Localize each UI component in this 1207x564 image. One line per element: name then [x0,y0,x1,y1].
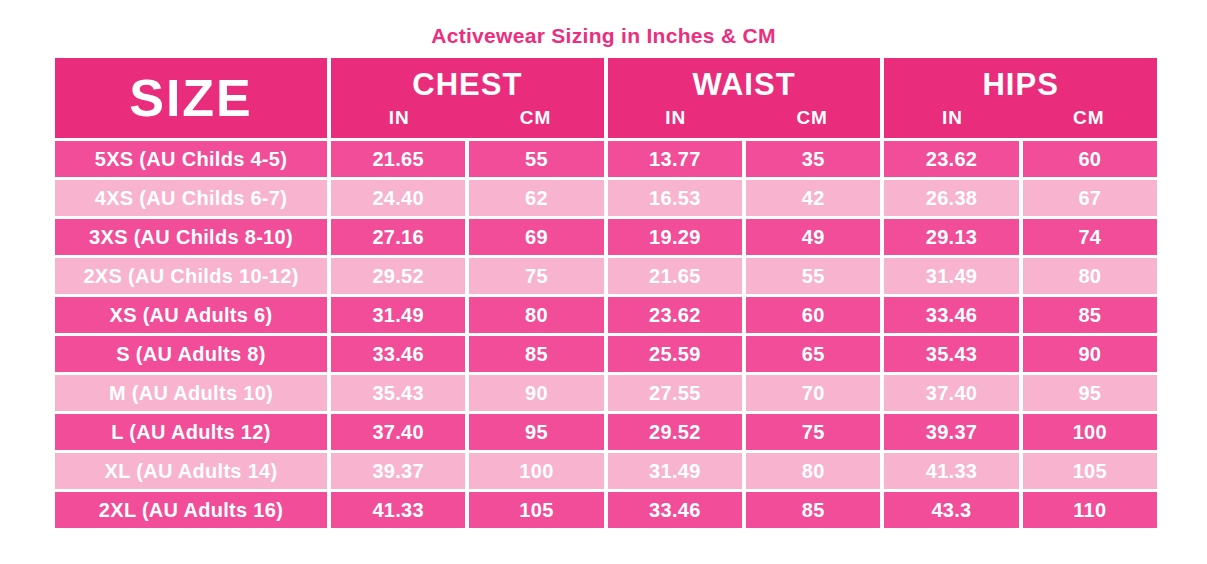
measurement-cell: 43.3 [884,492,1018,528]
size-table: SIZE CHEST IN CM WAIST IN CM HIPS IN CM … [55,58,1157,531]
table-row: M (AU Adults 10)35.439027.557037.4095 [55,375,1157,411]
size-column-header: SIZE [55,58,327,138]
measurement-cell: 16.53 [608,180,742,216]
measurement-cell: 95 [1023,375,1157,411]
measurement-cell: 62 [469,180,603,216]
measurement-cell: 39.37 [331,453,465,489]
measurement-cell: 74 [1023,219,1157,255]
size-cell: XL (AU Adults 14) [55,453,327,489]
measurement-cell: 31.49 [884,258,1018,294]
sizing-chart-page: Activewear Sizing in Inches & CM SIZE CH… [0,0,1207,564]
waist-label: WAIST [608,67,881,103]
table-row: 5XS (AU Childs 4-5)21.655513.773523.6260 [55,141,1157,177]
measurement-cell: 90 [1023,336,1157,372]
table-row: 3XS (AU Childs 8-10)27.166919.294929.137… [55,219,1157,255]
table-row: S (AU Adults 8)33.468525.596535.4390 [55,336,1157,372]
table-row: L (AU Adults 12)37.409529.527539.37100 [55,414,1157,450]
table-row: 4XS (AU Childs 6-7)24.406216.534226.3867 [55,180,1157,216]
table-rows: 5XS (AU Childs 4-5)21.655513.773523.6260… [55,141,1157,528]
measurement-cell: 33.46 [884,297,1018,333]
hips-in-label: IN [942,107,963,129]
size-cell: S (AU Adults 8) [55,336,327,372]
measurement-cell: 26.38 [884,180,1018,216]
measurement-cell: 100 [1023,414,1157,450]
measurement-cell: 27.16 [331,219,465,255]
measurement-cell: 19.29 [608,219,742,255]
size-cell: 3XS (AU Childs 8-10) [55,219,327,255]
measurement-cell: 105 [469,492,603,528]
size-cell: 2XL (AU Adults 16) [55,492,327,528]
waist-column-header: WAIST IN CM [608,58,881,138]
hips-cm-label: CM [1073,107,1105,129]
measurement-cell: 60 [746,297,880,333]
measurement-cell: 39.37 [884,414,1018,450]
measurement-cell: 85 [746,492,880,528]
measurement-cell: 75 [469,258,603,294]
measurement-cell: 35.43 [884,336,1018,372]
measurement-cell: 21.65 [608,258,742,294]
measurement-cell: 105 [1023,453,1157,489]
chest-column-header: CHEST IN CM [331,58,604,138]
measurement-cell: 55 [469,141,603,177]
measurement-cell: 41.33 [884,453,1018,489]
measurement-cell: 80 [1023,258,1157,294]
measurement-cell: 90 [469,375,603,411]
measurement-cell: 37.40 [884,375,1018,411]
table-row: XS (AU Adults 6)31.498023.626033.4685 [55,297,1157,333]
measurement-cell: 85 [469,336,603,372]
table-header: SIZE CHEST IN CM WAIST IN CM HIPS IN CM [55,58,1157,138]
measurement-cell: 23.62 [884,141,1018,177]
measurement-cell: 85 [1023,297,1157,333]
measurement-cell: 25.59 [608,336,742,372]
size-cell: 5XS (AU Childs 4-5) [55,141,327,177]
measurement-cell: 29.52 [608,414,742,450]
table-row: XL (AU Adults 14)39.3710031.498041.33105 [55,453,1157,489]
size-cell: M (AU Adults 10) [55,375,327,411]
page-title: Activewear Sizing in Inches & CM [0,24,1207,48]
measurement-cell: 100 [469,453,603,489]
size-cell: L (AU Adults 12) [55,414,327,450]
hips-label: HIPS [884,67,1157,103]
size-cell: 4XS (AU Childs 6-7) [55,180,327,216]
table-row: 2XL (AU Adults 16)41.3310533.468543.3110 [55,492,1157,528]
measurement-cell: 42 [746,180,880,216]
measurement-cell: 35 [746,141,880,177]
measurement-cell: 95 [469,414,603,450]
measurement-cell: 67 [1023,180,1157,216]
measurement-cell: 24.40 [331,180,465,216]
waist-cm-label: CM [796,107,828,129]
measurement-cell: 33.46 [331,336,465,372]
measurement-cell: 65 [746,336,880,372]
measurement-cell: 31.49 [331,297,465,333]
chest-in-label: IN [389,107,410,129]
measurement-cell: 21.65 [331,141,465,177]
measurement-cell: 29.52 [331,258,465,294]
measurement-cell: 55 [746,258,880,294]
measurement-cell: 49 [746,219,880,255]
measurement-cell: 31.49 [608,453,742,489]
waist-in-label: IN [665,107,686,129]
measurement-cell: 60 [1023,141,1157,177]
measurement-cell: 69 [469,219,603,255]
measurement-cell: 27.55 [608,375,742,411]
measurement-cell: 80 [469,297,603,333]
chest-label: CHEST [331,67,604,103]
measurement-cell: 33.46 [608,492,742,528]
measurement-cell: 80 [746,453,880,489]
measurement-cell: 41.33 [331,492,465,528]
measurement-cell: 35.43 [331,375,465,411]
measurement-cell: 23.62 [608,297,742,333]
size-cell: 2XS (AU Childs 10-12) [55,258,327,294]
measurement-cell: 110 [1023,492,1157,528]
measurement-cell: 29.13 [884,219,1018,255]
size-cell: XS (AU Adults 6) [55,297,327,333]
measurement-cell: 13.77 [608,141,742,177]
measurement-cell: 70 [746,375,880,411]
measurement-cell: 37.40 [331,414,465,450]
table-row: 2XS (AU Childs 10-12)29.527521.655531.49… [55,258,1157,294]
hips-column-header: HIPS IN CM [884,58,1157,138]
measurement-cell: 75 [746,414,880,450]
chest-cm-label: CM [520,107,552,129]
